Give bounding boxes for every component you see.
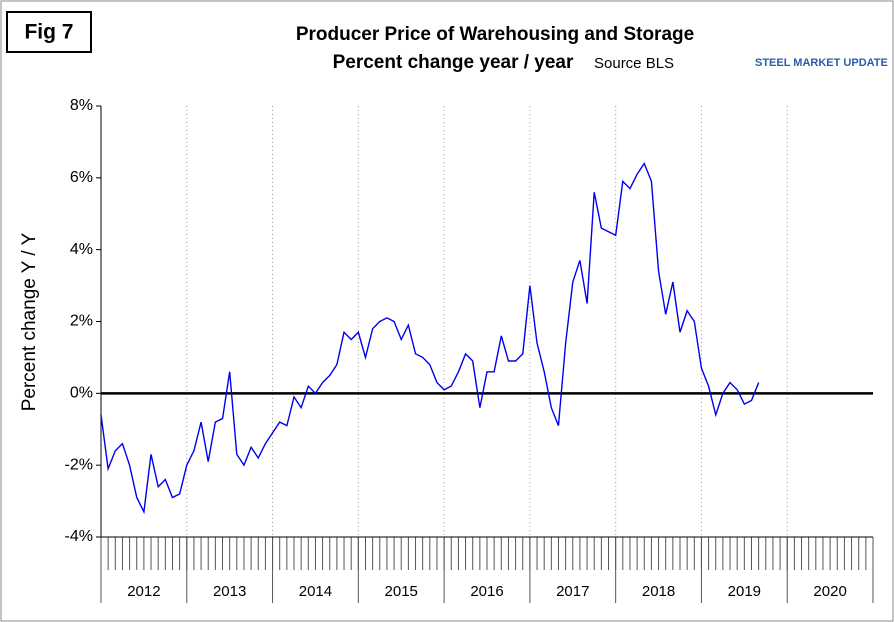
y-tick-label: 6% [70,169,93,186]
y-tick-label: 4% [70,241,93,258]
chart-subtitle: Percent change year / year [333,52,574,73]
y-tick-label: 8% [70,97,93,114]
figure-label: Fig 7 [24,21,73,44]
x-tick-label: 2012 [127,583,160,600]
x-tick-label: 2016 [470,583,503,600]
y-tick-label: 0% [70,385,93,402]
logo: STEEL MARKET UPDATE [755,57,888,69]
chart-title: Producer Price of Warehousing and Storag… [296,24,694,45]
data-line [100,161,760,515]
x-tick-label: 2015 [385,583,418,600]
x-tick-label: 2013 [213,583,246,600]
x-tick-label: 2014 [299,583,332,600]
x-tick-label: 2020 [813,583,846,600]
source-note: Source BLS [594,55,674,72]
y-tick-label: -4% [65,528,93,545]
y-tick-label: -2% [65,456,93,473]
figure-box [6,11,92,53]
x-tick-label: 2017 [556,583,589,600]
x-tick-label: 2019 [728,583,761,600]
x-tick-label: 2018 [642,583,675,600]
y-tick-label: 2% [70,313,93,330]
y-axis-label: Percent change Y / Y [19,232,40,411]
